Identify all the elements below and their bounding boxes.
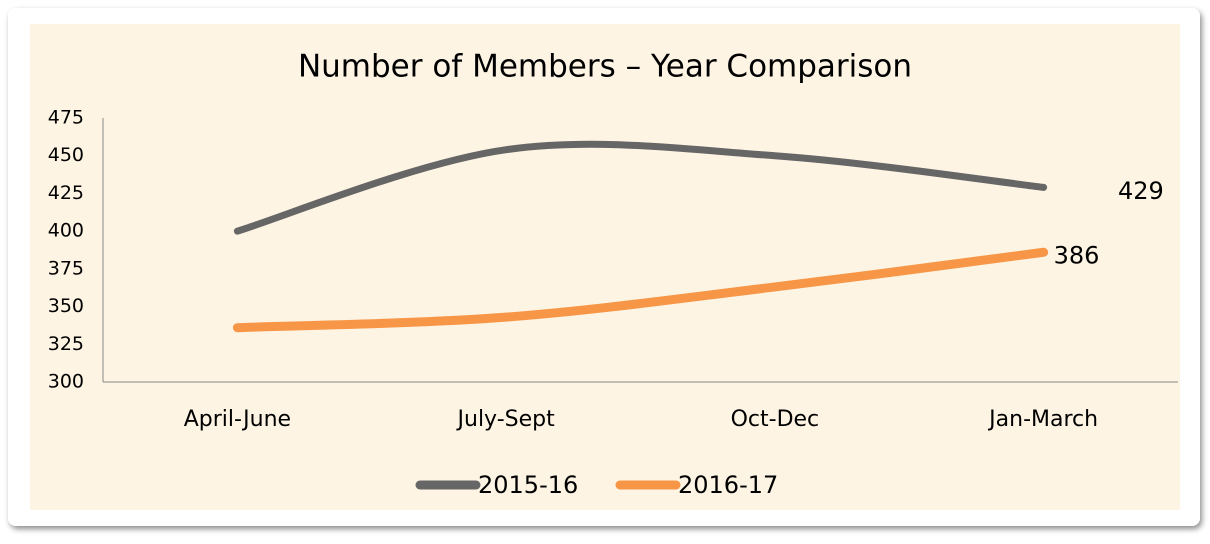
y-tick-label: 375 bbox=[48, 257, 84, 279]
y-tick-label: 475 bbox=[48, 107, 84, 129]
x-tick-label: Jan-March bbox=[987, 407, 1098, 432]
y-tick-label: 325 bbox=[48, 333, 84, 355]
y-tick-label: 425 bbox=[48, 182, 84, 204]
series-line bbox=[233, 140, 1048, 235]
y-tick-label: 350 bbox=[48, 295, 84, 317]
x-tick-label: July-Sept bbox=[456, 407, 556, 432]
data-label: 429 bbox=[1118, 177, 1164, 205]
y-tick-label: 300 bbox=[48, 371, 84, 393]
chart-area bbox=[30, 24, 1180, 510]
x-tick-label: April-June bbox=[184, 407, 291, 432]
y-tick-label: 400 bbox=[48, 220, 84, 242]
x-tick-label: Oct-Dec bbox=[731, 407, 820, 432]
chart-title: Number of Members – Year Comparison bbox=[298, 49, 912, 85]
legend-label: 2015-16 bbox=[478, 471, 578, 499]
y-tick-label: 450 bbox=[48, 144, 84, 166]
series-line bbox=[232, 247, 1049, 333]
data-label: 386 bbox=[1054, 241, 1100, 269]
legend-label: 2016-17 bbox=[678, 471, 778, 499]
